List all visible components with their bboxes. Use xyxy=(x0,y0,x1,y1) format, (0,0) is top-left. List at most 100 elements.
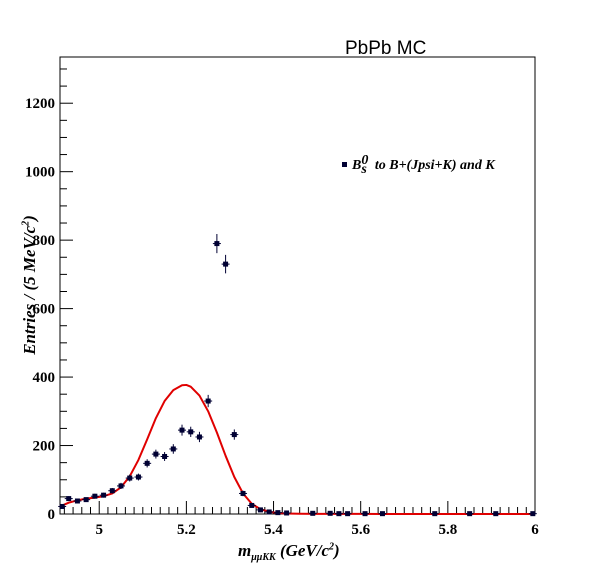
data-point xyxy=(125,474,134,482)
data-point xyxy=(169,444,178,454)
data-point-marker xyxy=(162,453,168,459)
data-point-marker xyxy=(257,507,263,513)
data-point-marker xyxy=(240,490,246,496)
y-label-close: ) xyxy=(20,215,39,221)
y-tick-label: 800 xyxy=(33,233,56,249)
x-tick-label: 5.4 xyxy=(264,522,283,538)
data-point xyxy=(491,511,500,517)
x-tick-label: 5.6 xyxy=(351,522,370,538)
data-point xyxy=(265,509,274,515)
data-point-marker xyxy=(266,509,272,515)
data-point xyxy=(256,507,265,513)
data-point xyxy=(195,431,204,443)
x-axis-ticks xyxy=(63,501,536,514)
data-point xyxy=(430,511,439,517)
data-point xyxy=(143,459,152,468)
chart-title: PbPb MC xyxy=(345,38,427,59)
y-axis-ticks xyxy=(60,68,73,515)
x-axis-label: mμμKK (GeV/c2) xyxy=(238,541,340,563)
legend-marker xyxy=(342,162,347,167)
data-point-marker xyxy=(118,483,124,489)
data-point-marker xyxy=(432,511,438,517)
x-label-close: ) xyxy=(334,541,340,560)
data-point xyxy=(361,511,370,517)
data-point-marker xyxy=(530,511,536,517)
data-point xyxy=(82,497,91,503)
x-label-prefix: m xyxy=(238,541,252,560)
x-axis-tick-labels: 5 5.2 5.4 5.6 5.8 6 xyxy=(95,522,539,538)
data-point-marker xyxy=(310,510,316,516)
data-point xyxy=(247,502,256,508)
data-point-marker xyxy=(59,503,65,509)
data-point xyxy=(343,511,352,517)
legend-sub: s xyxy=(361,162,367,177)
data-point-marker xyxy=(275,510,281,516)
data-point xyxy=(186,426,195,437)
data-point xyxy=(308,510,317,516)
data-point-marker xyxy=(179,427,185,433)
data-point-marker xyxy=(153,451,159,457)
y-tick-label: 1200 xyxy=(25,96,55,112)
data-point-marker xyxy=(467,511,473,517)
data-point-marker xyxy=(493,511,499,517)
data-point-marker xyxy=(83,497,89,503)
data-point-marker xyxy=(101,492,107,498)
data-point-marker xyxy=(144,460,150,466)
plot-frame xyxy=(59,56,536,515)
y-tick-label: 200 xyxy=(33,439,56,455)
data-point-marker xyxy=(327,510,333,516)
y-label-text: Entries / (5 MeV/c xyxy=(20,225,39,355)
legend-base: B xyxy=(352,158,362,173)
data-point-marker xyxy=(127,475,133,481)
y-tick-label: 400 xyxy=(33,370,56,386)
data-point xyxy=(99,492,108,498)
data-point xyxy=(178,424,187,436)
data-point-marker xyxy=(223,261,229,267)
data-point-marker xyxy=(336,511,342,517)
x-tick-label: 5 xyxy=(95,522,103,538)
legend-marker-group xyxy=(342,162,347,167)
data-point-marker xyxy=(92,493,98,499)
data-point-marker xyxy=(284,510,290,516)
y-tick-label: 600 xyxy=(33,302,56,318)
data-point-marker xyxy=(379,511,385,517)
y-label-power: 2 xyxy=(20,220,32,226)
data-point-marker xyxy=(196,434,202,440)
data-point xyxy=(90,493,99,499)
y-axis-tick-labels: 0 200 400 600 800 1000 1200 xyxy=(25,96,55,523)
data-point xyxy=(58,503,67,509)
fit-curve-line xyxy=(59,383,535,515)
data-point xyxy=(108,487,117,494)
x-label-power: 2 xyxy=(329,541,335,553)
data-point xyxy=(160,452,169,461)
x-label-subscript: μμKK xyxy=(251,552,276,563)
data-point xyxy=(239,490,248,497)
data-point xyxy=(134,473,143,481)
data-point-marker xyxy=(135,474,141,480)
data-point xyxy=(326,510,335,516)
data-point-marker xyxy=(109,488,115,494)
data-point-marker xyxy=(345,511,351,517)
y-tick-label: 0 xyxy=(48,507,56,523)
data-point-marker xyxy=(205,398,211,404)
data-point-marker xyxy=(66,496,72,502)
x-tick-label: 5.2 xyxy=(177,522,196,538)
data-point xyxy=(273,510,282,516)
data-point-marker xyxy=(188,429,194,435)
data-point xyxy=(117,482,126,490)
data-point xyxy=(73,498,82,504)
data-point xyxy=(221,254,230,274)
data-point xyxy=(64,496,73,502)
data-point xyxy=(334,511,343,517)
data-point xyxy=(465,511,474,517)
x-tick-label: 6 xyxy=(531,522,539,538)
data-point xyxy=(528,511,537,517)
fit-curve-group xyxy=(59,383,535,515)
y-tick-label: 1000 xyxy=(25,165,55,181)
data-point-marker xyxy=(170,446,176,452)
x-tick-label: 5.8 xyxy=(438,522,457,538)
data-point xyxy=(212,233,221,254)
data-point xyxy=(204,394,213,408)
legend-sup: 0 xyxy=(361,153,369,168)
